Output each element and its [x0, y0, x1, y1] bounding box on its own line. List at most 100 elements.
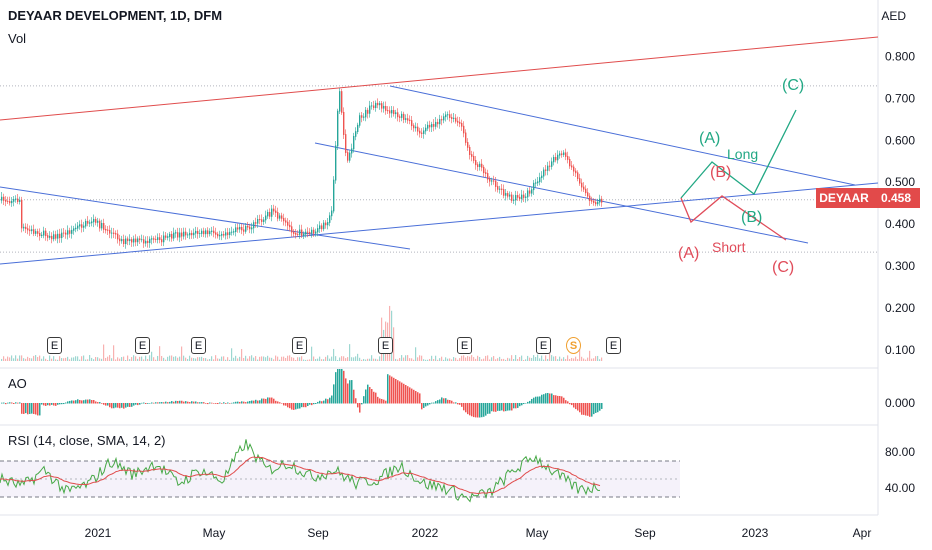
- candle-body: [337, 110, 339, 147]
- ao-bar: [157, 402, 159, 404]
- volume-bar: [181, 346, 183, 361]
- candle-body: [345, 134, 347, 153]
- volume-bar: [117, 357, 119, 361]
- ao-bar: [587, 403, 589, 416]
- volume-bar: [131, 357, 133, 361]
- candle-body: [269, 211, 271, 217]
- volume-bar: [391, 310, 393, 361]
- candle-body: [355, 131, 357, 137]
- ao-bar: [115, 403, 117, 408]
- rsi-tick-label: 80.00: [885, 445, 915, 459]
- candle-body: [107, 229, 109, 231]
- ao-bar: [323, 400, 325, 404]
- volume-bar: [465, 357, 467, 361]
- volume-bar: [461, 355, 463, 361]
- candle-body: [153, 238, 155, 240]
- ao-bar: [147, 403, 149, 404]
- volume-bar: [177, 357, 179, 361]
- candle-body: [35, 231, 37, 234]
- ao-bar: [407, 386, 409, 404]
- ao-bar: [51, 403, 53, 405]
- candle-body: [477, 164, 479, 167]
- volume-bar: [339, 357, 341, 361]
- ao-bar: [405, 385, 407, 404]
- volume-bar: [405, 355, 407, 361]
- candle-body: [521, 194, 523, 200]
- candle-body: [463, 125, 465, 134]
- candle-body: [335, 145, 337, 181]
- ao-bar: [179, 400, 181, 404]
- volume-bar: [41, 358, 43, 361]
- candle-body: [231, 231, 233, 233]
- volume-bar: [141, 356, 143, 361]
- volume-bar: [263, 356, 265, 361]
- ao-bar: [55, 403, 57, 406]
- candle-body: [541, 175, 543, 179]
- volume-bar: [473, 357, 475, 361]
- earnings-event-marker[interactable]: E: [378, 337, 393, 354]
- candle-body: [237, 227, 239, 230]
- candle-body: [575, 170, 577, 174]
- ao-bar: [139, 403, 141, 405]
- volume-bar: [51, 358, 53, 361]
- upper-trendline: [0, 36, 879, 121]
- ao-bar: [271, 397, 273, 404]
- ao-bar: [591, 403, 593, 417]
- candle-body: [389, 110, 391, 114]
- ao-bar: [583, 403, 585, 415]
- volume-bar: [425, 359, 427, 361]
- candle-body: [151, 238, 153, 240]
- ao-bar: [371, 389, 373, 404]
- candle-body: [517, 195, 519, 198]
- ao-bar: [301, 403, 303, 408]
- candle-body: [303, 233, 305, 236]
- ao-bar: [513, 403, 515, 409]
- candle-body: [539, 177, 541, 183]
- volume-bar: [229, 359, 231, 361]
- earnings-event-marker[interactable]: E: [47, 337, 62, 354]
- candle-body: [453, 117, 455, 119]
- volume-bar: [35, 355, 37, 361]
- earnings-event-marker[interactable]: E: [457, 337, 472, 354]
- ao-bar: [87, 399, 89, 404]
- volume-bar: [221, 356, 223, 361]
- ao-bar: [75, 400, 77, 404]
- volume-bar: [33, 355, 35, 361]
- candle-body: [569, 159, 571, 167]
- earnings-event-marker[interactable]: E: [292, 337, 307, 354]
- ao-bar: [175, 400, 177, 404]
- candle-body: [365, 109, 367, 118]
- candle-body: [15, 198, 17, 200]
- earnings-event-marker[interactable]: E: [606, 337, 621, 354]
- earnings-event-marker[interactable]: E: [135, 337, 150, 354]
- volume-bar: [29, 358, 31, 361]
- volume-bar: [525, 359, 527, 361]
- split-event-marker[interactable]: S: [566, 337, 581, 354]
- ao-bar: [121, 403, 123, 408]
- ao-bar: [543, 394, 545, 404]
- volume-bar: [529, 357, 531, 361]
- candle-body: [329, 215, 331, 223]
- ao-bar: [107, 403, 109, 406]
- volume-bar: [149, 355, 151, 361]
- volume-bar: [43, 356, 45, 361]
- candle-body: [53, 234, 55, 240]
- ao-bar: [539, 396, 541, 404]
- ao-bar: [119, 403, 121, 409]
- candle-body: [275, 210, 277, 213]
- volume-bar: [325, 356, 327, 361]
- candle-body: [241, 226, 243, 231]
- candle-body: [277, 212, 279, 219]
- earnings-event-marker[interactable]: E: [191, 337, 206, 354]
- ao-bar: [327, 399, 329, 404]
- earnings-event-marker[interactable]: E: [536, 337, 551, 354]
- volume-bar: [189, 355, 191, 361]
- ao-bar: [573, 403, 575, 408]
- ao-bar: [475, 403, 477, 418]
- candle-body: [309, 231, 311, 234]
- candle-body: [175, 232, 177, 234]
- volume-bar: [319, 356, 321, 361]
- volume-bar: [367, 358, 369, 361]
- candle-body: [177, 232, 179, 238]
